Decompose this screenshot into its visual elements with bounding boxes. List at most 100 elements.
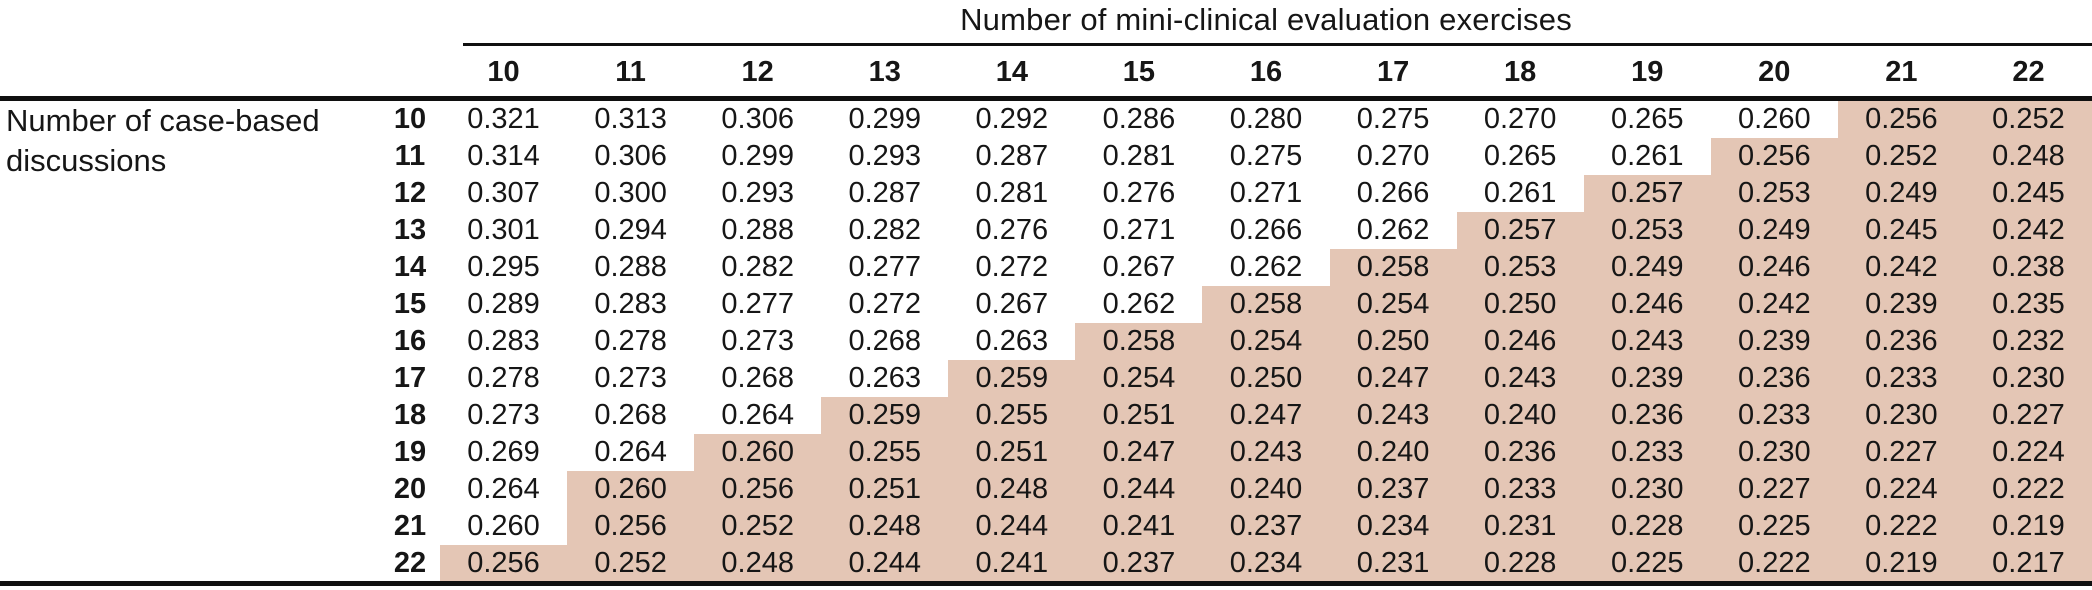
cell-r16-c12: 0.273 [721, 325, 794, 357]
bottom-rule [0, 581, 2092, 586]
cell-r17-c13: 0.263 [848, 362, 922, 394]
cell-r17-c19: 0.239 [1583, 360, 1711, 397]
cell-r21-c11: 0.256 [567, 508, 695, 545]
cell-r21-c16: 0.237 [1202, 508, 1330, 545]
cell-r10-c21: 0.256 [1837, 101, 1965, 138]
cell-r10-c19: 0.265 [1610, 103, 1684, 135]
cell-r19-c11: 0.264 [594, 436, 667, 468]
cell-r22-c20: 0.222 [1710, 545, 1838, 582]
cell-r17-c11: 0.273 [594, 362, 667, 394]
cell-r18-c21: 0.230 [1837, 397, 1965, 434]
cell-r11-c14: 0.287 [975, 140, 1049, 172]
cell-r21-c19: 0.228 [1583, 508, 1711, 545]
cell-r15-c13: 0.272 [848, 288, 922, 320]
cell-r16-c14: 0.263 [975, 325, 1049, 357]
cell-r11-c12: 0.299 [721, 140, 794, 172]
cell-r14-c18: 0.253 [1456, 249, 1584, 286]
cell-r11-c18: 0.265 [1483, 140, 1557, 172]
cell-r22-c22: 0.217 [1964, 545, 2092, 582]
cell-r16-c17: 0.250 [1329, 323, 1457, 360]
cell-r12-c11: 0.300 [594, 177, 667, 209]
cell-r13-c17: 0.262 [1356, 214, 1430, 246]
cell-r16-c10: 0.283 [467, 325, 540, 357]
cell-r19-c12: 0.260 [694, 434, 822, 471]
cell-r10-c15: 0.286 [1102, 103, 1176, 135]
cell-r12-c15: 0.276 [1102, 177, 1176, 209]
cell-r20-c16: 0.240 [1202, 471, 1330, 508]
cell-r21-c17: 0.234 [1329, 508, 1457, 545]
cell-r20-c17: 0.237 [1329, 471, 1457, 508]
cell-r22-c11: 0.252 [567, 545, 695, 582]
cell-r19-c19: 0.233 [1583, 434, 1711, 471]
cell-r12-c14: 0.281 [975, 177, 1049, 209]
cell-r11-c16: 0.275 [1229, 140, 1303, 172]
cell-r16-c22: 0.232 [1964, 323, 2092, 360]
cell-r11-c11: 0.306 [594, 140, 667, 172]
cell-r22-c12: 0.248 [694, 545, 822, 582]
cell-r22-c13: 0.244 [821, 545, 949, 582]
cell-r10-c12: 0.306 [721, 103, 794, 135]
cell-r19-c20: 0.230 [1710, 434, 1838, 471]
cell-r13-c19: 0.253 [1583, 212, 1711, 249]
cell-r11-c20: 0.256 [1710, 138, 1838, 175]
cell-r18-c13: 0.259 [821, 397, 949, 434]
cell-r10-c22: 0.252 [1964, 101, 2092, 138]
cell-r10-c20: 0.260 [1738, 103, 1811, 135]
cell-r13-c16: 0.266 [1229, 214, 1303, 246]
row-label-21: 21 [393, 510, 427, 542]
column-header-19: 19 [1631, 55, 1664, 88]
cell-r11-c13: 0.293 [848, 140, 922, 172]
cell-r20-c15: 0.244 [1075, 471, 1203, 508]
cell-r19-c21: 0.227 [1837, 434, 1965, 471]
row-label-10: 10 [393, 103, 427, 135]
cell-r18-c19: 0.236 [1583, 397, 1711, 434]
cell-r19-c14: 0.251 [948, 434, 1076, 471]
row-label-20: 20 [393, 473, 427, 505]
cell-r16-c11: 0.278 [594, 325, 667, 357]
cell-r15-c11: 0.283 [594, 288, 667, 320]
cell-r11-c10: 0.314 [467, 140, 540, 172]
cell-r12-c10: 0.307 [467, 177, 540, 209]
cell-r11-c15: 0.281 [1102, 140, 1176, 172]
column-group-rule [463, 43, 2092, 46]
cell-r10-c14: 0.292 [975, 103, 1049, 135]
cell-r18-c11: 0.268 [594, 399, 667, 431]
cell-r14-c15: 0.267 [1102, 251, 1176, 283]
cell-r22-c21: 0.219 [1837, 545, 1965, 582]
cell-r14-c21: 0.242 [1837, 249, 1965, 286]
cell-r18-c10: 0.273 [467, 399, 540, 431]
cell-r17-c20: 0.236 [1710, 360, 1838, 397]
cell-r16-c15: 0.258 [1075, 323, 1203, 360]
cell-r14-c12: 0.282 [721, 251, 794, 283]
cell-r12-c20: 0.253 [1710, 175, 1838, 212]
cell-r17-c17: 0.247 [1329, 360, 1457, 397]
cell-r14-c10: 0.295 [467, 251, 540, 283]
cell-r20-c20: 0.227 [1710, 471, 1838, 508]
cell-r12-c18: 0.261 [1483, 177, 1557, 209]
cell-r11-c19: 0.261 [1610, 140, 1684, 172]
cell-r11-c17: 0.270 [1356, 140, 1430, 172]
cell-r13-c18: 0.257 [1456, 212, 1584, 249]
row-label-11: 11 [394, 140, 426, 172]
cell-r21-c10: 0.260 [467, 510, 540, 542]
cell-r14-c13: 0.277 [848, 251, 922, 283]
cell-r20-c18: 0.233 [1456, 471, 1584, 508]
row-group-title-line2: discussions [6, 143, 167, 178]
cell-r20-c14: 0.248 [948, 471, 1076, 508]
cell-r17-c21: 0.233 [1837, 360, 1965, 397]
cell-r20-c13: 0.251 [821, 471, 949, 508]
cell-r19-c18: 0.236 [1456, 434, 1584, 471]
row-group-title-line1: Number of case-based [6, 103, 320, 138]
cell-r19-c13: 0.255 [821, 434, 949, 471]
row-label-19: 19 [393, 436, 427, 468]
cell-r21-c18: 0.231 [1456, 508, 1584, 545]
cell-r19-c15: 0.247 [1075, 434, 1203, 471]
row-label-17: 17 [393, 362, 427, 394]
cell-r20-c19: 0.230 [1583, 471, 1711, 508]
cell-r19-c22: 0.224 [1964, 434, 2092, 471]
column-header-18: 18 [1504, 55, 1537, 88]
cell-r15-c21: 0.239 [1837, 286, 1965, 323]
cell-r15-c19: 0.246 [1583, 286, 1711, 323]
cell-r16-c13: 0.268 [848, 325, 922, 357]
